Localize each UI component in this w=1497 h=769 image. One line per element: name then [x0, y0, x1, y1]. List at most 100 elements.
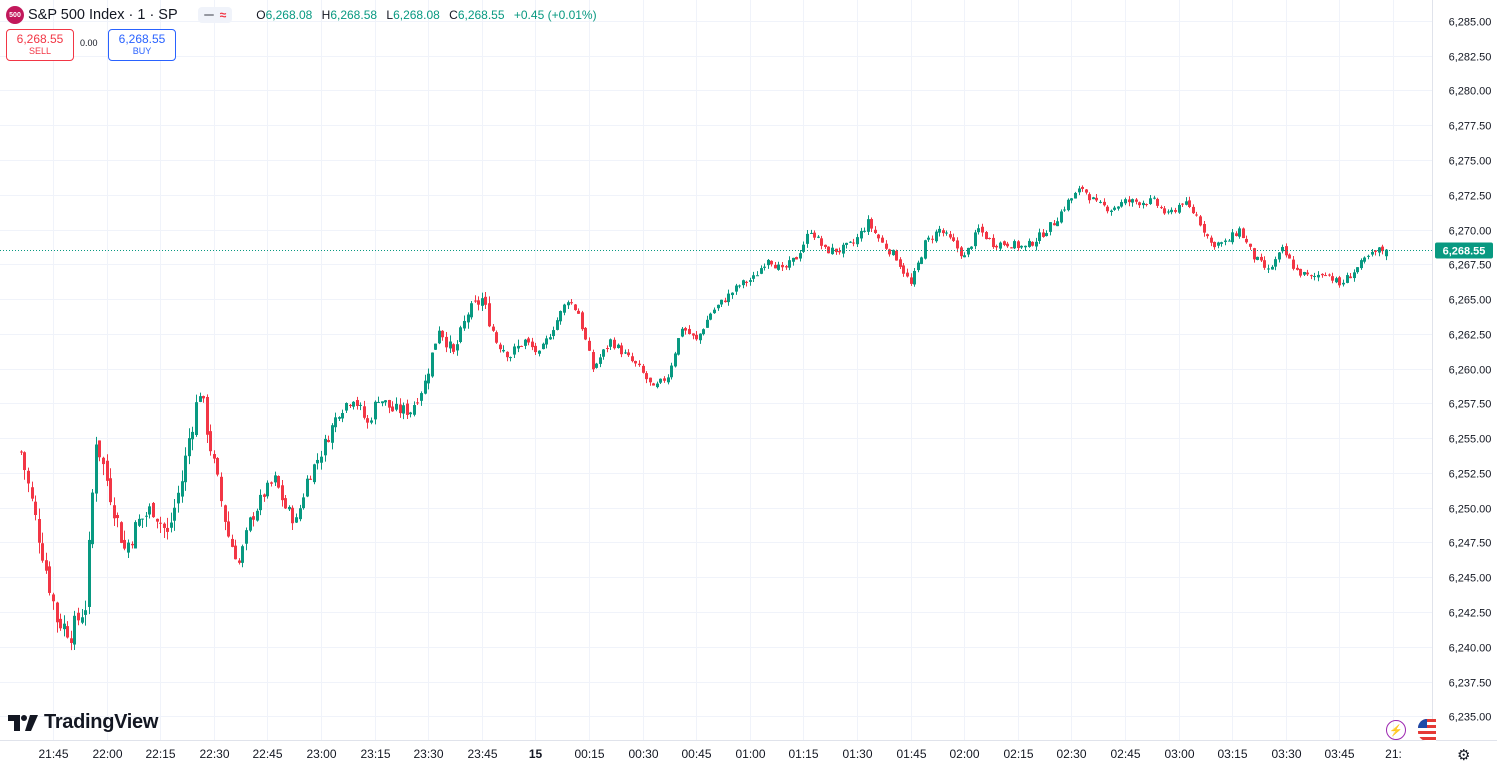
- candle-body: [484, 297, 487, 305]
- lightning-icon[interactable]: ⚡: [1386, 720, 1406, 740]
- candle-body: [952, 237, 955, 241]
- candle-body: [195, 402, 198, 435]
- candle-body: [592, 352, 595, 369]
- candle-body: [492, 327, 495, 331]
- candle-body: [1210, 238, 1213, 243]
- candle-body: [520, 346, 523, 347]
- candle-body: [474, 301, 477, 302]
- candle-body: [649, 378, 652, 383]
- candle-body: [52, 594, 55, 601]
- candle-body: [720, 300, 723, 305]
- candle-body: [995, 246, 998, 247]
- candle-body: [949, 234, 952, 237]
- y-tick-label: 6,245.00: [1449, 573, 1492, 585]
- candle-body: [299, 508, 302, 519]
- ohlc-low: 6,268.08: [393, 8, 440, 22]
- x-tick-label: 15: [529, 747, 543, 761]
- candle-body: [381, 401, 384, 403]
- candle-body: [574, 305, 577, 311]
- sell-label: SELL: [29, 45, 51, 57]
- candle-body: [820, 238, 823, 246]
- candle-body: [41, 543, 44, 560]
- candle-body: [977, 228, 980, 232]
- candle-body: [31, 487, 34, 498]
- candle-body: [1353, 272, 1356, 278]
- candle-body: [1106, 207, 1109, 211]
- x-tick-label: 22:45: [252, 747, 282, 761]
- candle-body: [48, 566, 51, 593]
- candle-body: [938, 229, 941, 233]
- candle-body: [985, 232, 988, 239]
- legend-toggle[interactable]: ≈: [198, 7, 233, 23]
- candle-body: [1110, 211, 1113, 212]
- candle-body: [177, 493, 180, 504]
- candle-body: [1138, 202, 1141, 205]
- us-flag-icon[interactable]: [1418, 719, 1436, 741]
- candle-body: [23, 452, 26, 470]
- candle-body: [441, 331, 444, 337]
- candle-body: [277, 476, 280, 488]
- candle-body: [1163, 208, 1166, 213]
- candle-body: [1263, 260, 1266, 268]
- candle-body: [774, 265, 777, 268]
- candle-body: [717, 305, 720, 308]
- candle-body: [1020, 246, 1023, 248]
- candle-body: [659, 379, 662, 383]
- candle-body: [527, 338, 530, 342]
- candle-body: [885, 244, 888, 249]
- candle-body: [81, 617, 84, 622]
- candle-body: [781, 265, 784, 267]
- candle-body: [1199, 216, 1202, 225]
- x-tick-label: 02:00: [949, 747, 979, 761]
- candle-body: [366, 418, 369, 422]
- candle-body: [552, 330, 555, 336]
- buy-button[interactable]: 6,268.55 BUY: [108, 29, 176, 61]
- candle-body: [813, 233, 816, 238]
- candle-body: [98, 440, 101, 457]
- x-tick-label: 03:45: [1324, 747, 1354, 761]
- candle-body: [1113, 208, 1116, 210]
- candle-body: [692, 333, 695, 335]
- candle-body: [799, 253, 802, 258]
- candle-body: [338, 417, 341, 419]
- candle-body: [1010, 247, 1013, 248]
- candle-body: [1063, 210, 1066, 211]
- candle-body: [542, 344, 545, 349]
- candle-body: [341, 413, 344, 418]
- gear-icon[interactable]: ⚙: [1457, 746, 1470, 764]
- candle-body: [599, 357, 602, 364]
- candle-body: [166, 528, 169, 532]
- candle-body: [845, 243, 848, 245]
- candle-body: [827, 247, 830, 254]
- candle-body: [388, 400, 391, 408]
- tradingview-logo[interactable]: TradingView: [8, 711, 158, 734]
- x-tick-label: 00:15: [574, 747, 604, 761]
- candle-body: [445, 337, 448, 347]
- candle-body: [699, 334, 702, 341]
- candle-body: [606, 348, 609, 349]
- candle-body: [1360, 260, 1363, 268]
- candle-body: [1271, 267, 1274, 270]
- x-tick-label: 01:00: [735, 747, 765, 761]
- price-axis[interactable]: 6,285.00 6,282.50 6,280.00 6,277.50 6,275.00…: [1433, 0, 1492, 740]
- candle-body: [127, 543, 130, 553]
- candle-body: [502, 350, 505, 351]
- candle-body: [245, 530, 248, 544]
- candle-body: [199, 396, 202, 402]
- candle-body: [116, 515, 119, 518]
- candle-body: [1228, 241, 1231, 242]
- candle-body: [345, 403, 348, 411]
- candlestick-chart[interactable]: 6,285.006,282.506,280.006,277.506,275.00…: [0, 0, 1497, 769]
- ohlc-values: O6,268.08 H6,268.58 L6,268.08 C6,268.55 …: [256, 8, 602, 22]
- y-tick-label: 6,237.50: [1449, 678, 1492, 690]
- candle-body: [1145, 204, 1148, 205]
- candle-body: [281, 485, 284, 500]
- time-axis[interactable]: 21:45 22:00 22:15 22:30 22:45 23:00 23:15 23:30…: [0, 741, 1497, 762]
- candle-body: [59, 619, 62, 628]
- symbol-title[interactable]: S&P 500 Index · 1 · SP: [28, 7, 178, 23]
- y-tick-label: 6,277.50: [1449, 121, 1492, 133]
- candle-body: [1067, 200, 1070, 210]
- brand-name: TradingView: [44, 711, 158, 734]
- candle-body: [420, 393, 423, 401]
- sell-button[interactable]: 6,268.55 SELL: [6, 29, 74, 61]
